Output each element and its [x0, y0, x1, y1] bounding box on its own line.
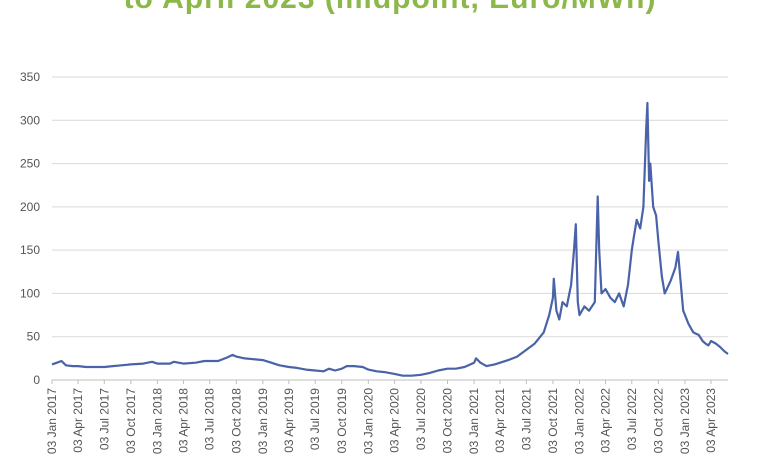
x-tick-label: 03 Jul 2019: [308, 388, 322, 450]
x-tick-label: 03 Oct 2022: [651, 388, 665, 454]
x-tick-label: 03 Oct 2021: [546, 388, 560, 454]
x-tick-label: 03 Oct 2017: [124, 388, 138, 454]
x-tick-label: 03 Apr 2020: [388, 388, 402, 453]
x-tick-label: 03 Apr 2017: [71, 388, 85, 453]
y-tick-label: 150: [20, 243, 40, 257]
x-tick-label: 03 Jul 2022: [625, 388, 639, 450]
x-tick-label: 03 Jul 2020: [414, 388, 428, 450]
x-tick-label: 03 Jul 2017: [97, 388, 111, 450]
y-tick-label: 200: [20, 200, 40, 214]
x-tick-label: 03 Jan 2021: [467, 388, 481, 454]
x-tick-label: 03 Jan 2017: [45, 388, 59, 454]
y-axis-tick-labels: 0 50 100 150 200 250 300 350: [20, 70, 40, 387]
x-tick-label: 03 Apr 2023: [704, 388, 718, 453]
x-tick-label: 03 Jan 2019: [256, 388, 270, 454]
x-tick-label: 03 Oct 2020: [440, 388, 454, 454]
x-tick-label: 03 Jan 2023: [678, 388, 692, 454]
x-tick-label: 03 Apr 2019: [282, 388, 296, 453]
y-tick-label: 100: [20, 286, 40, 300]
x-tick-label: 03 Oct 2019: [335, 388, 349, 454]
x-tick-label: 03 Apr 2022: [599, 388, 613, 453]
x-tick-label: 03 Apr 2018: [176, 388, 190, 453]
series-line: [51, 101, 729, 377]
x-tick-label: 03 Oct 2018: [229, 388, 243, 454]
x-tick-label: 03 Jan 2018: [150, 388, 164, 454]
x-tick-label: 03 Apr 2021: [493, 388, 507, 453]
x-tick-label: 03 Jan 2020: [361, 388, 375, 454]
x-tick-label: 03 Jul 2021: [519, 388, 533, 450]
y-tick-label: 350: [20, 70, 40, 84]
y-tick-label: 300: [20, 113, 40, 127]
y-tick-label: 0: [33, 373, 40, 387]
gridlines: [52, 76, 728, 338]
y-tick-label: 250: [20, 157, 40, 171]
chart-title: to April 2023 (midpoint, Euro/MWh): [0, 0, 780, 16]
x-tick-label: 03 Jul 2018: [203, 388, 217, 450]
x-tick-label: 03 Jan 2022: [573, 388, 587, 454]
x-axis-tick-labels: 03 Jan 2017 03 Apr 2017 03 Jul 2017 03 Oct …: [45, 380, 718, 454]
y-tick-label: 50: [27, 330, 41, 344]
